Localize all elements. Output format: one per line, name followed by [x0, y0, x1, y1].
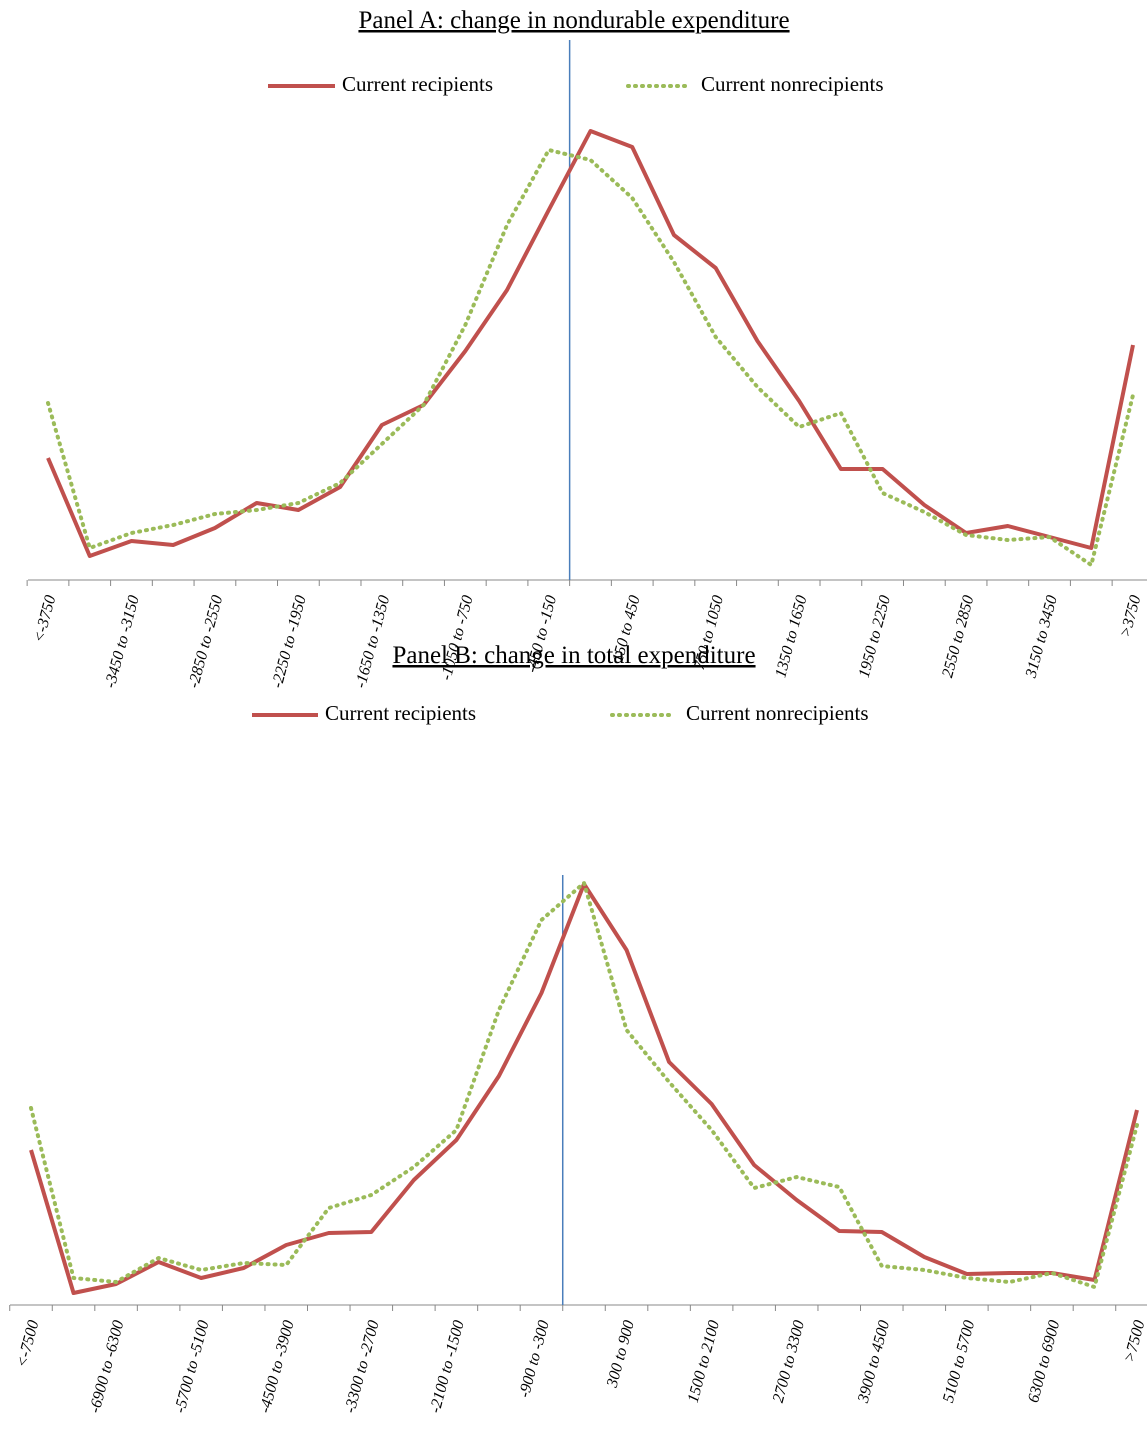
legend-label: Current recipients — [325, 701, 476, 725]
series-line — [46, 148, 1135, 567]
x-tick-label: -4500 to -3900 — [257, 1319, 298, 1415]
legend-label: Current nonrecipients — [701, 72, 884, 96]
chart-title: Panel B: change in total expenditure — [392, 642, 755, 669]
x-tick-label: 1350 to 1650 — [772, 594, 810, 680]
x-tick-label: 1500 to 2100 — [685, 1319, 723, 1405]
x-tick-label: -900 to -300 — [516, 1319, 553, 1400]
x-tick-label: -6900 to -6300 — [86, 1319, 127, 1415]
x-tick-label: 2700 to 3300 — [770, 1319, 808, 1405]
x-tick-label: <-3750 — [31, 594, 60, 645]
legend-label: Current nonrecipients — [686, 701, 869, 725]
x-tick-label: -5700 to -5100 — [172, 1319, 213, 1415]
series-line — [29, 882, 1139, 1295]
x-tick-label: -2250 to -1950 — [269, 594, 310, 690]
series-line — [46, 129, 1135, 558]
x-tick-label: >7500 — [1121, 1319, 1147, 1365]
legend-label: Current recipients — [342, 72, 493, 96]
x-tick-label: 3900 to 4500 — [855, 1319, 894, 1406]
x-tick-label: -2100 to -1500 — [427, 1319, 468, 1415]
x-tick-label: >3750 — [1117, 594, 1144, 640]
series-line — [29, 881, 1139, 1289]
x-tick-label: -1650 to -1350 — [352, 594, 393, 690]
x-tick-label: -2850 to -2550 — [185, 594, 226, 690]
x-tick-label: 2550 to 2850 — [939, 594, 977, 680]
x-tick-label: 5100 to 5700 — [940, 1319, 978, 1405]
x-tick-label: -3300 to -2700 — [342, 1319, 383, 1415]
x-tick-label: 3150 to 3450 — [1022, 594, 1061, 681]
x-tick-label: 300 to 900 — [604, 1319, 638, 1390]
x-tick-label: <-7500 — [14, 1319, 43, 1370]
chart-title: Panel A: change in nondurable expenditur… — [358, 7, 789, 34]
x-tick-label: 1950 to 2250 — [856, 594, 894, 680]
x-tick-label: 6300 to 6900 — [1025, 1319, 1063, 1405]
x-tick-label: -3450 to -3150 — [102, 594, 143, 690]
